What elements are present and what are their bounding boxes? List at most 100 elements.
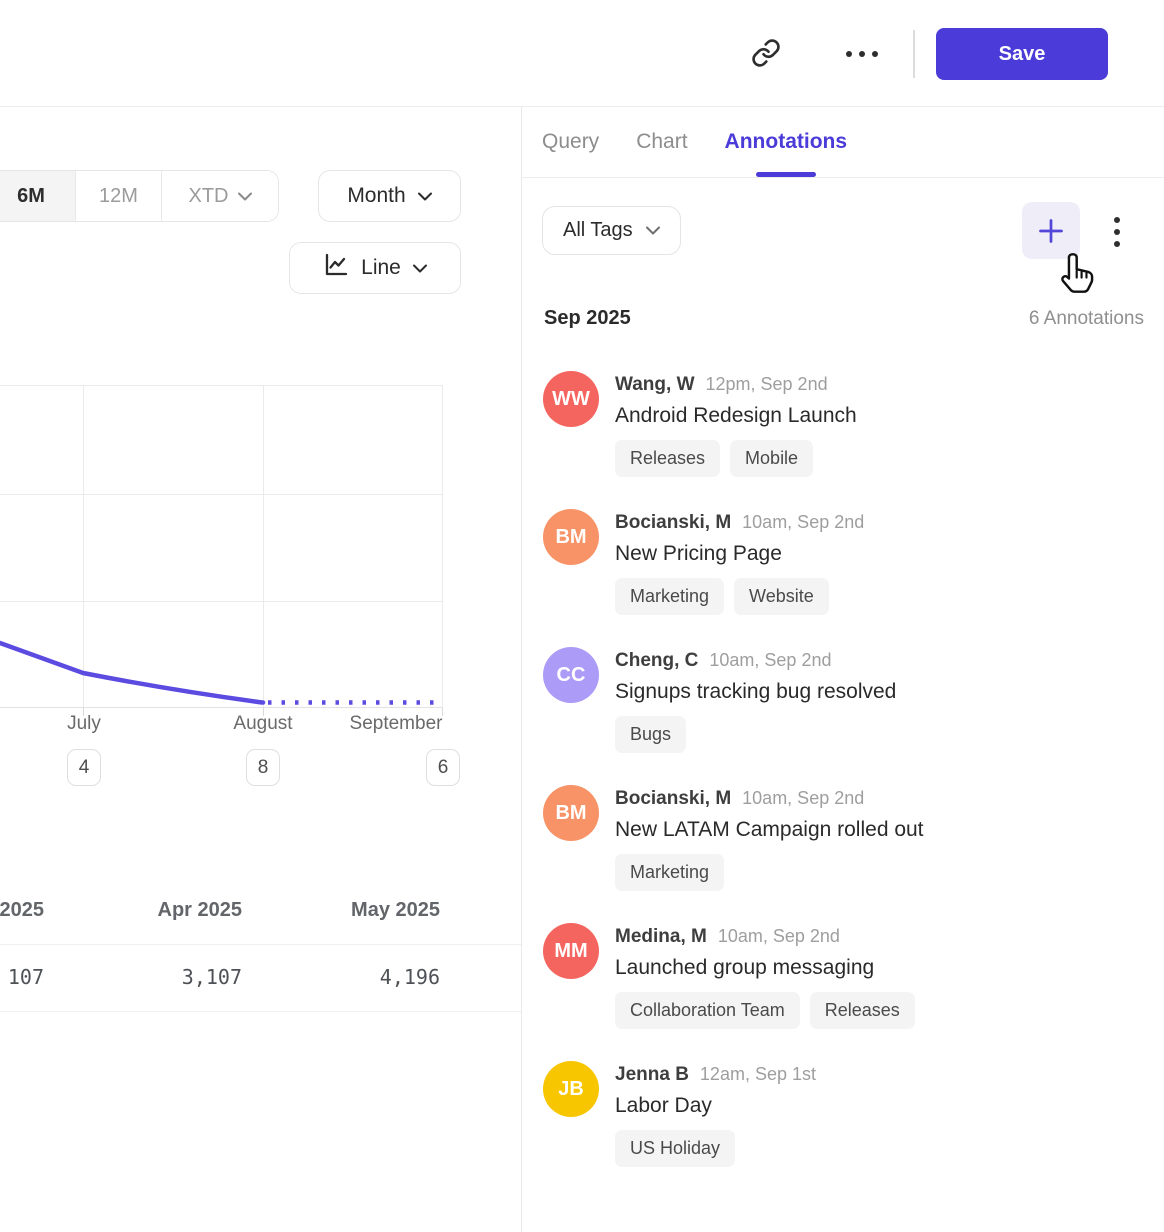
annotation-title: New Pricing Page [615,542,782,565]
annotation-author: Bocianski, M [615,788,732,809]
chart-plot-area[interactable] [0,385,443,716]
annotation-tag: Collaboration Team [615,992,800,1029]
copy-link-button[interactable] [740,28,792,80]
annotation-author: Cheng, C [615,650,699,671]
annotation-title: Android Redesign Launch [615,404,857,427]
table-header-col1: 2025 [0,899,44,921]
annotation-author: Wang, W [615,374,695,395]
annotation-title: Launched group messaging [615,956,875,979]
annotation-count-badge-july[interactable]: 4 [67,749,101,786]
save-button[interactable]: Save [936,28,1108,80]
table-divider [0,1011,521,1012]
annotation-timestamp: 12pm, Sep 2nd [705,374,828,394]
axis-tick [263,708,264,716]
annotation-author: Medina, M [615,926,707,947]
gridline [263,386,264,707]
annotation-count-label: 6 Annotations [1028,308,1144,329]
avatar: BM [543,785,599,841]
annotation-tags: US Holiday [615,1130,816,1167]
annotation-tag: Releases [615,440,721,477]
annotation-tags: Marketing [615,854,924,891]
top-header: Save [0,0,1164,107]
avatar: BM [543,509,599,565]
annotation-tag: Mobile [730,440,814,477]
chevron-down-icon [237,192,252,200]
annotation-tag: Marketing [615,578,725,615]
annotation-tag: Marketing [615,854,725,891]
header-divider [913,30,915,78]
annotation-author: Bocianski, M [615,512,732,533]
chevron-down-icon [417,192,432,200]
annotations-menu-button[interactable] [1104,210,1130,254]
date-range-segmented-control: 6M 12M XTD [0,170,279,222]
annotation-count-badge-september[interactable]: 6 [426,749,460,786]
range-6m-button[interactable]: 6M [0,171,75,221]
annotations-panel: Query Chart Annotations All Tags Sep 202… [521,107,1164,1232]
annotation-title: Signups tracking bug resolved [615,680,897,703]
link-icon [751,38,781,71]
annotation-author: Jenna B [615,1064,689,1085]
chart-panel: 6M 12M XTD Month Line [0,107,521,1232]
annotation-item[interactable]: BM Bocianski, M 10am, Sep 2nd New LATAM … [543,785,1148,891]
annotation-item[interactable]: CC Cheng, C 10am, Sep 2nd Signups tracki… [543,647,1148,753]
chart-type-dropdown[interactable]: Line [289,242,461,294]
annotation-title: New LATAM Campaign rolled out [615,818,924,841]
avatar: JB [543,1061,599,1117]
chevron-down-icon [412,264,427,272]
table-divider [0,944,521,945]
axis-tick [442,708,443,716]
axis-tick [83,708,84,716]
gridline [0,601,442,602]
panel-tabbar: Query Chart Annotations [522,107,1164,178]
avatar: MM [543,923,599,979]
tab-query[interactable]: Query [542,107,599,177]
table-header-col3: May 2025 [351,899,440,921]
table-value-col3: 4,196 [379,965,440,989]
annotation-tag: Bugs [615,716,687,753]
avatar: WW [543,371,599,427]
month-header-label: Sep 2025 [544,307,631,329]
more-options-button[interactable] [836,28,888,80]
x-axis-label: August [233,713,293,734]
line-series [0,640,441,705]
table-header-col2: Apr 2025 [157,899,243,921]
table-value-col2: 3,107 [181,965,242,989]
annotation-timestamp: 12am, Sep 1st [699,1064,816,1084]
add-annotation-button[interactable] [1022,202,1080,259]
ellipsis-icon [846,51,878,57]
annotation-timestamp: 10am, Sep 2nd [742,512,865,532]
tab-chart[interactable]: Chart [636,107,687,177]
annotation-item[interactable]: WW Wang, W 12pm, Sep 2nd Android Redesig… [543,371,1148,477]
annotation-tag: US Holiday [615,1130,736,1167]
annotation-list: WW Wang, W 12pm, Sep 2nd Android Redesig… [543,371,1148,1199]
granularity-dropdown[interactable]: Month [318,170,461,222]
x-axis-label: July [67,713,101,734]
annotation-tag: Releases [809,992,915,1029]
annotation-count-badge-august[interactable]: 8 [246,749,280,786]
kebab-icon [1114,217,1120,223]
annotation-tags: Marketing Website [615,578,864,615]
active-tab-underline [755,172,816,177]
gridline [83,386,84,707]
table-value-col1: 107 [7,965,44,989]
month-group-header: Sep 2025 6 Annotations [544,307,1144,330]
avatar: CC [543,647,599,703]
range-12m-button[interactable]: 12M [75,171,161,221]
annotation-item[interactable]: JB Jenna B 12am, Sep 1st Labor Day US Ho… [543,1061,1148,1167]
line-chart-icon [323,252,349,284]
gridline [0,494,442,495]
range-xtd-button[interactable]: XTD [161,171,278,221]
annotation-timestamp: 10am, Sep 2nd [742,788,865,808]
annotation-item[interactable]: BM Bocianski, M 10am, Sep 2nd New Pricin… [543,509,1148,615]
tab-annotations[interactable]: Annotations [725,107,847,177]
x-axis-label: September [349,713,443,734]
annotation-tags: Collaboration Team Releases [615,992,915,1029]
annotation-tags: Releases Mobile [615,440,857,477]
annotation-timestamp: 10am, Sep 2nd [709,650,832,670]
chevron-down-icon [645,226,660,235]
annotation-title: Labor Day [615,1094,712,1117]
annotation-item[interactable]: MM Medina, M 10am, Sep 2nd Launched grou… [543,923,1148,1029]
tag-filter-dropdown[interactable]: All Tags [542,206,681,255]
annotation-tag: Website [734,578,829,615]
